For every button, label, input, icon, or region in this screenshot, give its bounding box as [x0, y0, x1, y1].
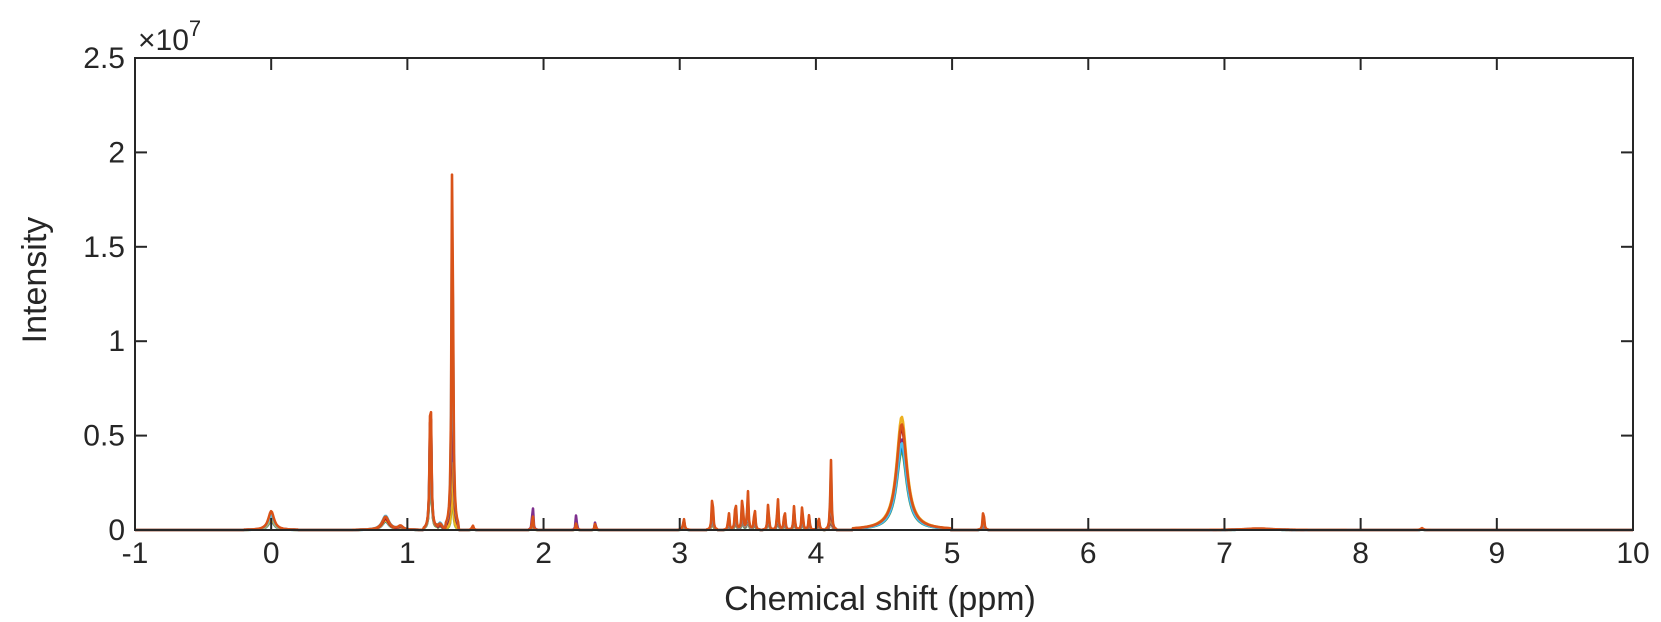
spectrum-line-2: [134, 213, 1634, 532]
y-exponent-power: 7: [189, 16, 201, 41]
plot-area-frame: [134, 57, 1634, 531]
x-tick-label: 9: [1488, 537, 1505, 570]
y-tick-label: 0: [108, 514, 125, 547]
x-tick-label: 3: [671, 537, 688, 570]
x-tick-label: 2: [535, 537, 552, 570]
x-tick-label: 7: [1216, 537, 1233, 570]
x-tick-label: 5: [944, 537, 961, 570]
x-tick-label: 10: [1616, 537, 1649, 570]
y-tick-label: 2: [108, 136, 125, 169]
spectrum-series-group: [134, 173, 1634, 532]
x-axis-title: Chemical shift (ppm): [724, 580, 1036, 618]
spectrum-line-3: [134, 304, 1634, 532]
y-tick-label: 1: [108, 325, 125, 358]
y-exponent-prefix: ×10: [138, 24, 189, 57]
y-tick-label: 2.5: [83, 42, 125, 75]
spectrum-line-5: [134, 395, 1634, 532]
x-tick-label: 6: [1080, 537, 1097, 570]
x-tick-label: 8: [1352, 537, 1369, 570]
x-tick-label: 0: [263, 537, 280, 570]
x-tick-label: 4: [808, 537, 825, 570]
y-axis-title: Intensity: [16, 217, 54, 344]
x-tick-label: -1: [122, 537, 149, 570]
y-tick-label: 1.5: [83, 231, 125, 264]
axis-ticks-group: [134, 57, 1634, 531]
y-exponent-label: ×107: [138, 16, 201, 57]
y-tick-label: 0.5: [83, 420, 125, 453]
x-tick-label: 1: [399, 537, 416, 570]
spectrum-line-4: [134, 415, 1634, 532]
spectrum-line-1: [134, 173, 1634, 532]
